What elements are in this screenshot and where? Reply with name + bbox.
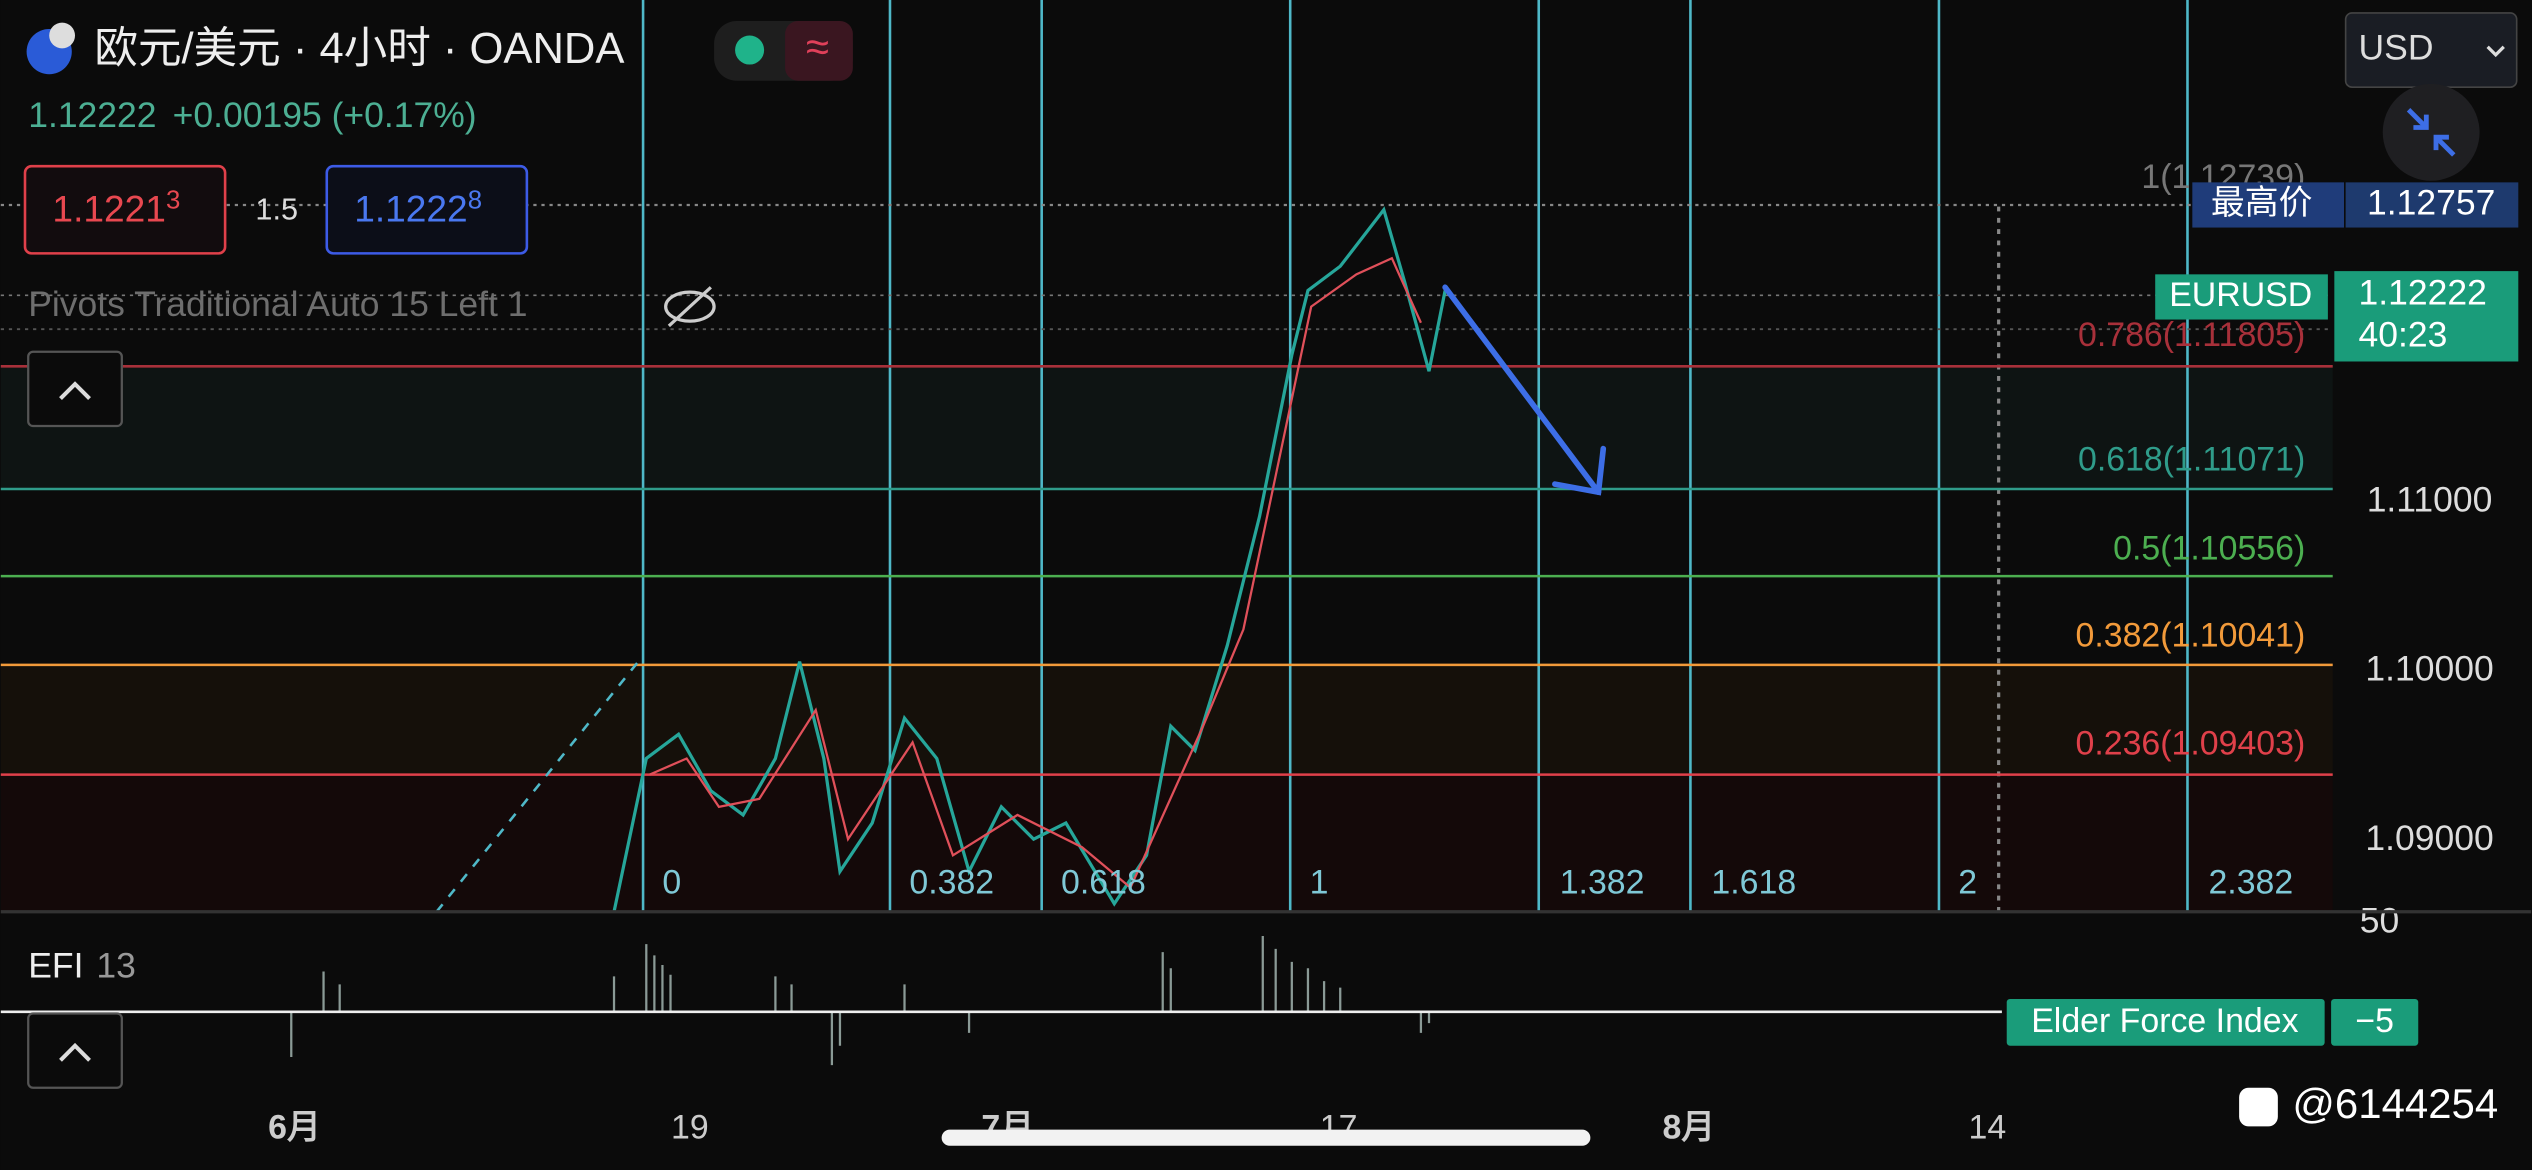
flag-icon (49, 22, 76, 49)
fib-label: 0.382(1.10041) (2076, 616, 2306, 654)
last-price: 1.12222 (2359, 273, 2487, 313)
change: +0.00195 (+0.17%) (173, 95, 477, 135)
symbol-box (2155, 274, 2328, 320)
efi-label-box (2006, 998, 2325, 1046)
efi-title: EFI 13 (28, 946, 136, 986)
status-dot (735, 35, 765, 65)
efi-name: EFI (28, 946, 83, 986)
buy-sup: 8 (468, 187, 482, 215)
high-label-box (2192, 182, 2345, 228)
price-tick: 1.11000 (2367, 479, 2493, 519)
fib-label: 0.618(1.11071) (2078, 440, 2305, 478)
status-wave (785, 20, 853, 81)
chevron-up (59, 381, 91, 401)
arrow (1442, 284, 1607, 496)
buy-price: 1.12228 (354, 187, 482, 230)
buy: 1.1222 (354, 187, 468, 229)
sell-button[interactable] (23, 164, 227, 255)
fib-label: 0.786(1.11805) (2078, 316, 2305, 354)
efi-tick: 50 (2360, 900, 2400, 940)
sell: 1.1221 (52, 187, 166, 229)
eye-icon[interactable] (664, 286, 716, 328)
home-indicator (941, 1129, 1591, 1146)
sell-sup: 3 (166, 187, 180, 215)
facebook-icon (2239, 1087, 2278, 1127)
time-tick: 8月 (1662, 1109, 1715, 1147)
price-change: 1.12222 +0.00195 (+0.17%) (28, 95, 476, 135)
fib-time-lines (641, 0, 2189, 912)
fib-time-label: 0 (662, 863, 681, 901)
symbol-title: 欧元/美元 · 4小时 · OANDA (94, 25, 624, 73)
time-tick: 19 (671, 1109, 709, 1147)
watermark: @6144254 (2292, 1080, 2498, 1127)
countdown: 40:23 (2359, 315, 2448, 355)
price: 1.12222 (28, 95, 156, 135)
fib-time-label: 1.618 (1711, 863, 1796, 901)
sell-price: 1.12213 (52, 187, 180, 230)
efi-histogram (290, 935, 1431, 1066)
fib-label: 0.5(1.10556) (2113, 529, 2305, 567)
fib-time-label: 1.382 (1560, 863, 1645, 901)
price-axis: 1.11000 1.10000 1.09000 50 (2360, 479, 2494, 940)
collapse-button[interactable] (27, 350, 123, 428)
last-symbol: EURUSD (2169, 276, 2312, 314)
price-path (649, 256, 1422, 890)
last-price-box (2334, 271, 2519, 362)
fib-time-label: 0.618 (1061, 863, 1146, 901)
fib-zone (0, 774, 2333, 912)
fib-labels: 1(1.12739) 0.786(1.11805) 0.618(1.11071)… (2076, 158, 2306, 762)
fib-zone (0, 366, 2333, 489)
time-axis: 6月 19 7月 17 8月 14 (268, 1109, 2006, 1147)
wave-icon: ≈ (806, 23, 829, 70)
collapse-button[interactable] (27, 1012, 123, 1089)
fullscreen-button[interactable] (2382, 83, 2480, 181)
high-label: 最高价 (2211, 184, 2313, 222)
currency: USD (2359, 27, 2434, 67)
fib-zone (0, 664, 2333, 775)
chevron-down (2486, 45, 2505, 58)
time-tick: 6月 (268, 1109, 321, 1147)
fib-time-label: 2 (1958, 863, 1977, 901)
price-tick: 1.09000 (2365, 818, 2493, 858)
high-value-box (2345, 182, 2519, 228)
efi-length: 13 (96, 946, 136, 986)
fib-time-label: 2.382 (2208, 863, 2293, 901)
time-tick: 14 (1969, 1109, 2007, 1147)
indicator-label: Pivots Traditional Auto 15 Left 1 (28, 284, 527, 324)
fib-time-labels: 0 0.382 0.618 1 1.382 1.618 2 2.382 (662, 863, 2293, 901)
trend-line (435, 660, 640, 913)
fib-time-label: 1 (1310, 863, 1329, 901)
fib-time-label: 0.382 (909, 863, 994, 901)
efi-value-box (2331, 998, 2419, 1046)
buy-button[interactable] (325, 164, 529, 255)
compress-icon (2406, 108, 2456, 157)
chevron-up (59, 1042, 91, 1062)
high-value: 1.12757 (2367, 182, 2495, 222)
price-tick: 1.10000 (2365, 649, 2493, 689)
efi-value: −5 (2355, 1002, 2394, 1040)
efi-label: Elder Force Index (2031, 1002, 2298, 1040)
spread: 1.5 (255, 193, 298, 227)
fib-label: 0.236(1.09403) (2076, 725, 2306, 763)
